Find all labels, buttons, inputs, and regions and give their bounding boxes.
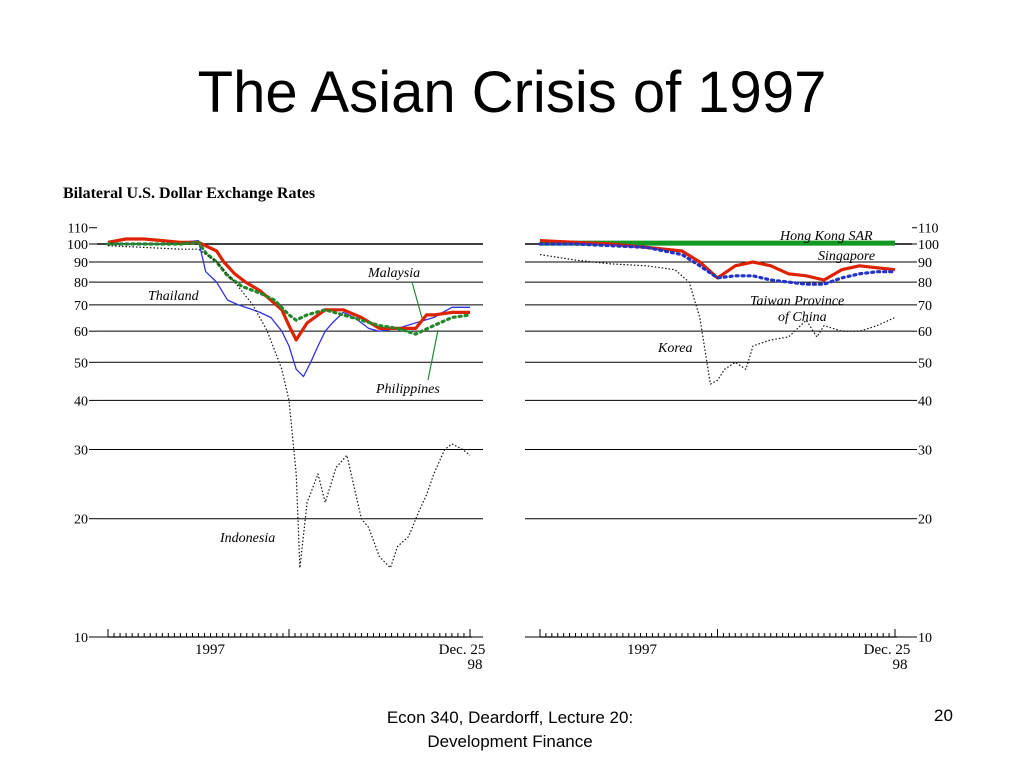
chart-title: Bilateral U.S. Dollar Exchange Rates: [63, 185, 316, 202]
x-label-2: 98: [468, 657, 483, 673]
y-tick-label-20: 20: [74, 513, 88, 528]
y-tick-label-110: 110: [918, 222, 938, 237]
series-line-taiwan-province-of-china: [538, 242, 897, 286]
y-tick-label-40: 40: [74, 394, 88, 409]
series-label-philippines: Philippines: [375, 382, 440, 397]
x-label-1: Dec. 25: [439, 642, 486, 658]
series-label-malaysia: Malaysia: [367, 266, 420, 281]
slide-title: The Asian Crisis of 1997: [197, 60, 827, 125]
series-label-indonesia: Indonesia: [219, 531, 275, 546]
x-label-2: 98: [893, 657, 908, 673]
series-label-korea: Korea: [657, 341, 692, 356]
series-line-malaysia: [107, 237, 470, 342]
slide-footer: Econ 340, Deardorff, Lecture 20: Develop…: [340, 706, 680, 754]
y-tick-label-100: 100: [67, 238, 88, 253]
series-label-hong-kong-sar: Hong Kong SAR: [779, 229, 873, 244]
y-tick-label-50: 50: [74, 356, 88, 371]
series-label-taiwan-province-of-china: Taiwan Province of China: [750, 294, 844, 325]
y-tick-label-30: 30: [74, 443, 88, 458]
y-tick-label-60: 60: [918, 325, 932, 340]
y-tick-label-50: 50: [918, 356, 932, 371]
series-line-korea: [539, 254, 896, 385]
x-label-0: 1997: [627, 642, 658, 658]
series-line-thailand: [107, 239, 470, 378]
y-tick-label-10: 10: [74, 631, 88, 646]
pointer-philippines: [427, 329, 439, 381]
series-line-philippines: [106, 240, 472, 336]
series-label-singapore: Singapore: [818, 249, 875, 264]
y-tick-label-40: 40: [918, 394, 932, 409]
y-tick-label-30: 30: [918, 443, 932, 458]
x-label-1: Dec. 25: [864, 642, 911, 658]
pointer-malaysia: [411, 281, 423, 319]
footer-line-1: Econ 340, Deardorff, Lecture 20:: [386, 708, 634, 727]
y-tick-label-80: 80: [74, 276, 88, 291]
y-tick-label-110: 110: [68, 222, 88, 237]
series-label-thailand: Thailand: [148, 289, 200, 304]
y-tick-label-20: 20: [918, 513, 932, 528]
y-tick-label-80: 80: [918, 276, 932, 291]
y-tick-label-100: 100: [918, 238, 939, 253]
page-number: 20: [934, 706, 953, 725]
y-tick-label-70: 70: [918, 299, 932, 314]
y-tick-label-60: 60: [74, 325, 88, 340]
footer-line-2: Development Finance: [427, 732, 593, 751]
y-tick-label-90: 90: [918, 256, 932, 271]
y-tick-label-10: 10: [918, 631, 932, 646]
y-tick-label-70: 70: [74, 299, 88, 314]
x-label-0: 1997: [195, 642, 226, 658]
y-tick-label-90: 90: [74, 256, 88, 271]
